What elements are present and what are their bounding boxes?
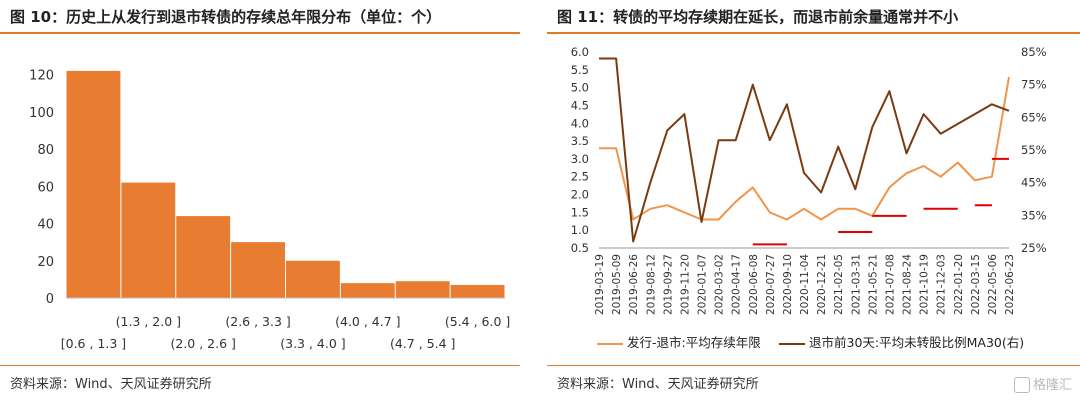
x-tick-label: 2019-08-12 [645,254,657,315]
legend-swatch-left-series [597,342,623,345]
x-tick-label: (1.3 , 2.0 ] [116,314,181,329]
x-tick-label: 2021-08-24 [902,254,914,315]
x-tick-label: 2021-12-03 [936,254,948,315]
bar [66,70,121,298]
left-bar-chart: 0 20 40 60 80 100 120 [0.6 , 1.3 ] (1.3 , 2.0 ] (… [29,69,510,351]
right-source-rule [547,365,1080,366]
y-left-tick-label: 2.5 [571,170,589,184]
x-tick-label: 2022-05-06 [987,254,999,315]
right-figure: 图 11：转债的平均存续期在延长，而退市前余量通常并不小 0.5 1.0 1.5 2.… [547,0,1080,401]
y-tick-label: 80 [37,143,54,158]
y-left-tick-label: 5.5 [571,63,589,77]
legend-item-right-series: 退市前30天:平均未转股比例MA30(右) [779,332,1024,351]
bar [121,182,176,298]
y-left-tick-label: 1.5 [571,205,589,219]
x-tick-label: 2019-05-09 [611,254,623,315]
x-tick-label: (2.0 , 2.6 ] [170,336,235,351]
bar [450,284,505,298]
y-tick-label: 20 [37,255,54,270]
x-tick-label: 2019-11-20 [679,254,691,315]
x-tick-label: [0.6 , 1.3 ] [61,336,126,351]
y-right-tick-label: 25% [1021,241,1047,255]
y-tick-label: 120 [29,69,54,84]
left-figure-title: 图 10：历史上从发行到退市转债的存续总年限分布（单位：个） [10,8,442,26]
right-line-chart: 0.5 1.0 1.5 2.0 2.5 3.0 3.5 4.0 4.5 5.0 5.5 6.0 25% 3… [571,45,1047,315]
legend-label-left-series: 发行-退市:平均存续年限 [627,335,761,350]
watermark: 格隆汇 [1013,374,1072,393]
x-tick-label: (4.7 , 5.4 ] [390,336,455,351]
left-source: 资料来源：Wind、天风证券研究所 [10,377,212,392]
bar [176,216,231,298]
x-tick-label: 2020-03-02 [714,254,726,315]
x-tick-label: 2020-06-08 [748,254,760,315]
x-tick-label: 2021-10-19 [919,254,931,315]
y-right-tick-label: 85% [1021,45,1047,59]
y-left-tick-label: 5.0 [571,81,589,95]
x-tick-label: 2020-01-07 [697,254,709,315]
legend-label-right-series: 退市前30天:平均未转股比例MA30(右) [809,335,1025,350]
y-tick-label: 40 [37,218,54,233]
y-left-tick-label: 2.0 [571,188,589,202]
x-tick-label: 2019-03-19 [594,254,606,315]
y-left-tick-label: 0.5 [571,241,589,255]
series-line-right [599,57,1010,243]
series-line-left [599,76,1010,221]
right-title-rule [547,32,1080,34]
y-right-tick-label: 75% [1021,78,1047,92]
left-source-rule [0,365,520,366]
x-tick-label: 2021-05-21 [867,254,879,315]
y-right-tick-label: 55% [1021,143,1047,157]
y-tick-label: 100 [29,106,54,121]
left-title-rule [0,32,520,34]
x-tick-label: 2022-03-15 [970,254,982,315]
x-tick-label: (5.4 , 6.0 ] [445,314,510,329]
y-right-tick-label: 35% [1021,208,1047,222]
left-figure: 图 10：历史上从发行到退市转债的存续总年限分布（单位：个） 0 20 40 60 80… [0,0,520,401]
watermark-text: 格隆汇 [1032,377,1072,393]
bar [395,281,450,298]
x-tick-label: 2019-06-26 [628,254,640,315]
y-left-tick-label: 4.5 [571,98,589,112]
y-left-tick-label: 3.0 [571,152,589,166]
y-left-tick-label: 6.0 [571,45,589,59]
right-figure-title: 图 11：转债的平均存续期在延长，而退市前余量通常并不小 [557,8,959,26]
legend-swatch-right-series [779,342,805,345]
x-tick-label: 2019-09-27 [662,254,674,315]
x-tick-label: 2022-01-20 [953,254,965,315]
y-left-tick-label: 4.0 [571,116,589,130]
y-right-tick-label: 45% [1021,176,1047,190]
y-right-tick-label: 65% [1021,110,1047,124]
y-left-tick-label: 1.0 [571,223,589,237]
bar [340,283,395,298]
bar [286,260,340,298]
x-tick-label: 2022-06-23 [1004,254,1016,315]
x-tick-label: 2021-07-08 [884,254,896,315]
x-tick-label: (4.0 , 4.7 ] [335,314,400,329]
x-tick-label: (3.3 , 4.0 ] [280,336,345,351]
x-tick-label: 2020-04-17 [731,254,743,315]
y-tick-label: 60 [37,180,54,195]
legend-item-left-series: 发行-退市:平均存续年限 [597,332,761,351]
right-source: 资料来源：Wind、天风证券研究所 [557,377,759,392]
watermark-logo-icon [1013,377,1030,393]
x-tick-label: 2020-07-27 [765,254,777,315]
x-tick-label: 2021-02-05 [833,254,845,315]
x-tick-label: 2020-11-04 [799,254,811,315]
x-tick-label: (2.6 , 3.3 ] [225,314,290,329]
x-tick-label: 2020-09-10 [782,254,794,315]
bar [231,242,285,298]
y-left-tick-label: 3.5 [571,134,589,148]
x-tick-label: 2021-03-31 [850,254,862,315]
y-tick-label: 0 [46,292,54,307]
x-tick-label: 2020-12-21 [816,254,828,315]
